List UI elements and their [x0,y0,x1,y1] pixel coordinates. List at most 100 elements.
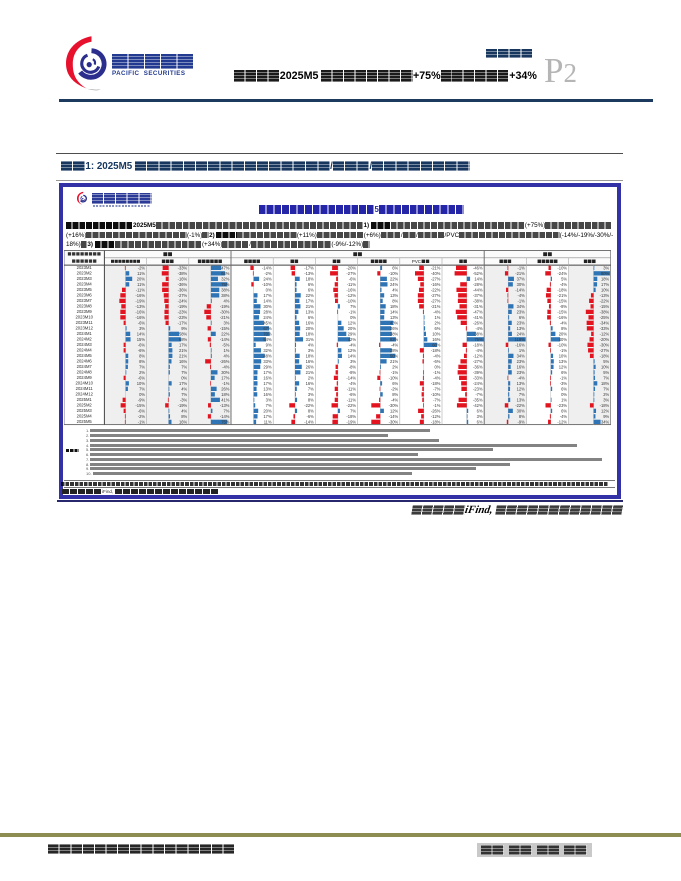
svg-text:-38%: -38% [473,298,483,303]
svg-text:48%: 48% [263,353,272,358]
svg-text:29%: 29% [347,331,356,336]
svg-text:8%: 8% [392,298,398,303]
svg-text:-33%: -33% [473,375,483,380]
svg-text:-30%: -30% [388,419,398,424]
svg-text:7%: 7% [223,408,229,413]
svg-text:6%: 6% [561,386,567,391]
svg-text:14%: 14% [347,353,356,358]
svg-text:-8%: -8% [348,364,356,369]
svg-text:-1%: -1% [559,347,567,352]
svg-text:2025M3: 2025M3 [76,408,92,413]
svg-text:-10%: -10% [388,375,398,380]
svg-text:-6%: -6% [348,391,356,396]
svg-text:11%: 11% [263,419,271,424]
svg-text:-13%: -13% [220,402,230,407]
svg-text:6%: 6% [434,325,440,330]
svg-text:-18%: -18% [346,413,356,418]
svg-text:-27%: -27% [473,358,483,363]
svg-text:-36%: -36% [177,281,187,286]
svg-text:-2%: -2% [137,265,145,270]
svg-text:16%: 16% [263,375,272,380]
svg-text:23%: 23% [516,358,525,363]
svg-text:-18%: -18% [431,347,441,352]
svg-text:-11%: -11% [346,397,356,402]
svg-text:-10%: -10% [557,265,567,270]
svg-text:-1%: -1% [433,402,441,407]
svg-text:-4%: -4% [517,375,525,380]
svg-text:20%: 20% [136,276,145,281]
svg-text:10%: 10% [558,353,567,358]
svg-text:16%: 16% [305,380,314,385]
svg-text:10%: 10% [136,380,145,385]
svg-text:10%: 10% [432,331,441,336]
svg-text:-6%: -6% [137,347,145,352]
svg-text:18%: 18% [305,331,314,336]
svg-text:-7%: -7% [433,386,441,391]
svg-text:28%: 28% [263,309,272,314]
svg-text:-31%: -31% [473,303,483,308]
svg-text:21%: 21% [305,369,314,374]
svg-text:2023M10: 2023M10 [75,314,93,319]
svg-text:-16%: -16% [135,309,145,314]
svg-text:0%: 0% [350,314,356,319]
svg-text:7%: 7% [350,408,356,413]
svg-text:23%: 23% [516,309,525,314]
svg-text:20%: 20% [263,408,272,413]
svg-text:2024M11: 2024M11 [75,386,93,391]
svg-text:34%: 34% [516,353,525,358]
svg-text:17%: 17% [263,292,272,297]
svg-text:16%: 16% [432,336,441,341]
svg-text:-14%: -14% [220,413,230,418]
svg-text:67%: 67% [263,325,272,330]
svg-text:-33%: -33% [177,265,187,270]
svg-text:-2%: -2% [264,270,272,275]
svg-text:3%: 3% [603,397,609,402]
svg-text:-36%: -36% [177,287,187,292]
svg-text:9%: 9% [265,342,271,347]
svg-text:-4%: -4% [433,375,441,380]
svg-text:-52%: -52% [473,270,483,275]
svg-text:47%: 47% [221,265,230,270]
svg-text:2%: 2% [308,375,314,380]
svg-text:-16%: -16% [346,287,356,292]
svg-text:5%: 5% [603,358,609,363]
svg-text:0%: 0% [139,391,145,396]
svg-text:4%: 4% [181,386,187,391]
svg-text:-26%: -26% [220,358,230,363]
svg-text:-12%: -12% [346,292,356,297]
svg-text:4%: 4% [181,408,187,413]
svg-text:-6%: -6% [137,408,145,413]
svg-text:16%: 16% [516,364,525,369]
svg-text:-4%: -4% [559,320,567,325]
svg-text:-37%: -37% [473,292,483,297]
svg-text:52%: 52% [390,336,399,341]
svg-text:1%: 1% [434,314,440,319]
svg-text:75%: 75% [474,336,483,341]
svg-text:-17%: -17% [177,320,187,325]
svg-text:13%: 13% [558,358,567,363]
svg-text:-42%: -42% [473,402,483,407]
svg-text:20%: 20% [305,325,314,330]
svg-text:5%: 5% [603,369,609,374]
svg-text:-10%: -10% [557,342,567,347]
svg-text:7%: 7% [181,369,187,374]
svg-text:2023M4: 2023M4 [76,281,92,286]
svg-text:37%: 37% [516,276,525,281]
svg-text:5%: 5% [561,276,567,281]
svg-text:-1%: -1% [433,369,441,374]
svg-text:2024M3: 2024M3 [76,342,92,347]
svg-text:24%: 24% [263,314,272,319]
svg-text:30%: 30% [516,408,525,413]
svg-text:-18%: -18% [431,380,441,385]
svg-text:-1%: -1% [137,419,145,424]
svg-text:45%: 45% [263,320,272,325]
svg-text:-21%: -21% [515,270,525,275]
svg-text:12%: 12% [347,320,356,325]
svg-text:13%: 13% [305,309,314,314]
svg-text:-24%: -24% [473,380,483,385]
svg-text:-19%: -19% [135,298,145,303]
svg-text:17%: 17% [263,380,272,385]
svg-text:-30%: -30% [388,402,398,407]
svg-text:-2%: -2% [391,386,399,391]
svg-text:30%: 30% [516,281,525,286]
